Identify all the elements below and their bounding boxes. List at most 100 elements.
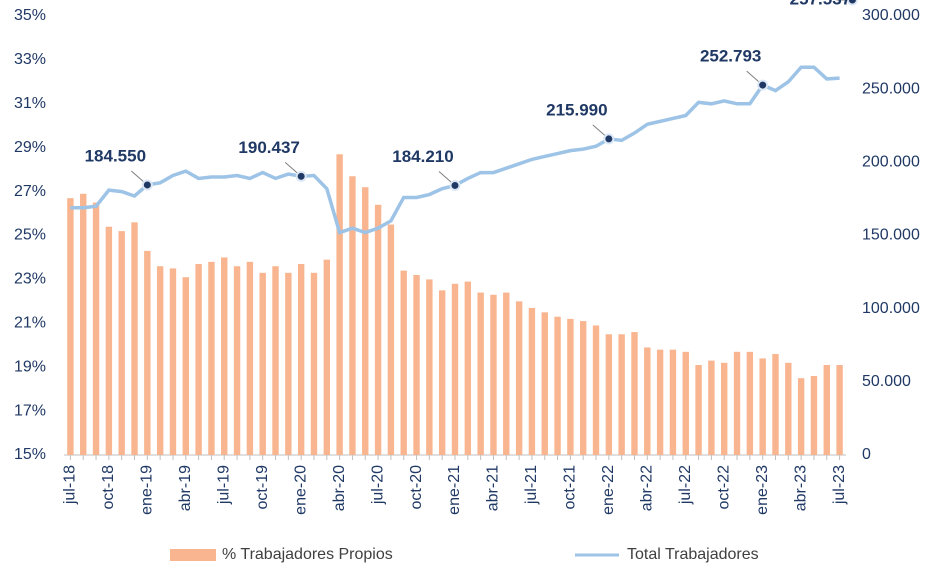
x-tick-label: jul-18	[62, 465, 79, 505]
bar	[515, 301, 523, 455]
x-tick-label: abr-19	[177, 465, 194, 511]
x-tick-label: ene-23	[754, 465, 771, 515]
x-tick-label: oct-18	[100, 465, 117, 510]
bar	[246, 261, 254, 455]
x-tick-label: ene-19	[139, 465, 156, 515]
bar	[746, 351, 754, 455]
bar	[374, 204, 382, 455]
x-tick-label: abr-21	[485, 465, 502, 511]
point-marker	[141, 179, 153, 191]
bar	[708, 360, 715, 455]
x-tick-label: oct-21	[562, 465, 579, 510]
bar	[400, 270, 407, 455]
y2-tick-label: 200.000	[862, 154, 920, 171]
bar	[656, 349, 664, 455]
x-tick-label: abr-20	[331, 465, 348, 511]
y-tick-label: 27%	[14, 183, 46, 200]
bar	[721, 362, 728, 455]
y-tick-label: 33%	[14, 51, 46, 68]
y2-tick-label: 150.000	[862, 227, 920, 244]
bar	[221, 257, 228, 455]
x-tick-label: ene-21	[446, 465, 463, 515]
bar	[810, 375, 818, 455]
point-marker	[603, 133, 615, 145]
value-label: 215.990	[546, 100, 607, 119]
value-label: 252.793	[700, 47, 761, 66]
bar	[605, 334, 613, 455]
bar	[669, 349, 677, 455]
bar	[297, 264, 305, 455]
bar	[503, 292, 510, 455]
x-tick-label: jul-21	[523, 465, 540, 505]
bar	[336, 154, 343, 455]
bar	[118, 231, 125, 455]
bar	[759, 358, 766, 455]
bar	[387, 224, 395, 455]
y-tick-label: 23%	[14, 271, 46, 288]
y-tick-label: 17%	[14, 402, 46, 419]
bar	[323, 259, 331, 455]
point-marker	[846, 0, 858, 6]
y-tick-label: 21%	[14, 315, 46, 332]
bar	[169, 268, 177, 455]
x-tick-label: ene-20	[292, 465, 309, 515]
bar	[528, 307, 536, 455]
y2-tick-label: 250.000	[862, 80, 920, 97]
y2-tick-label: 100.000	[862, 300, 920, 317]
value-label: 184.550	[85, 146, 146, 165]
bar	[144, 250, 151, 455]
point-marker	[449, 179, 461, 191]
bar	[490, 294, 497, 455]
bar	[836, 365, 843, 455]
bar	[438, 290, 446, 455]
x-tick-label: jul-23	[831, 465, 848, 505]
bar	[413, 275, 420, 455]
bar	[541, 312, 548, 455]
bar	[695, 365, 702, 455]
bar	[631, 332, 638, 455]
bar	[554, 316, 561, 455]
bar	[618, 334, 625, 455]
value-label: 190.437	[238, 138, 299, 157]
bar	[349, 176, 356, 456]
value-label: 257.537	[790, 0, 851, 8]
y-tick-label: 15%	[14, 446, 46, 463]
bar	[797, 378, 805, 455]
bar	[156, 266, 164, 455]
x-tick-label: jul-20	[369, 465, 386, 505]
bar	[592, 325, 600, 455]
x-tick-label: jul-19	[215, 465, 232, 505]
bar	[285, 272, 292, 455]
bar	[464, 281, 472, 455]
x-tick-label: ene-22	[600, 465, 617, 515]
bar	[772, 354, 779, 455]
y-tick-label: 25%	[14, 227, 46, 244]
legend-label: % Trabajadores Propios	[222, 546, 393, 563]
bar	[105, 226, 113, 455]
x-tick-label: abr-23	[792, 465, 809, 511]
bar	[182, 277, 189, 455]
bar	[272, 266, 279, 455]
legend-label: Total Trabajadores	[627, 546, 759, 563]
bar	[233, 266, 241, 455]
bar	[823, 365, 830, 455]
y-tick-label: 19%	[14, 358, 46, 375]
x-tick-label: oct-20	[408, 465, 425, 510]
bar	[67, 198, 74, 455]
bar	[195, 264, 202, 455]
x-tick-label: oct-22	[715, 465, 732, 510]
legend-swatch	[170, 549, 216, 561]
bar	[80, 193, 87, 456]
x-tick-label: jul-22	[677, 465, 694, 505]
point-marker	[757, 79, 769, 91]
y-tick-label: 29%	[14, 139, 46, 156]
y2-tick-label: 50.000	[862, 373, 911, 390]
x-tick-label: abr-22	[639, 465, 656, 511]
value-label: 184.210	[392, 147, 453, 166]
bar	[259, 272, 266, 455]
bar	[208, 261, 215, 455]
bar	[310, 272, 318, 455]
point-marker	[295, 170, 307, 182]
x-tick-label: oct-19	[254, 465, 271, 510]
bar	[644, 347, 651, 455]
